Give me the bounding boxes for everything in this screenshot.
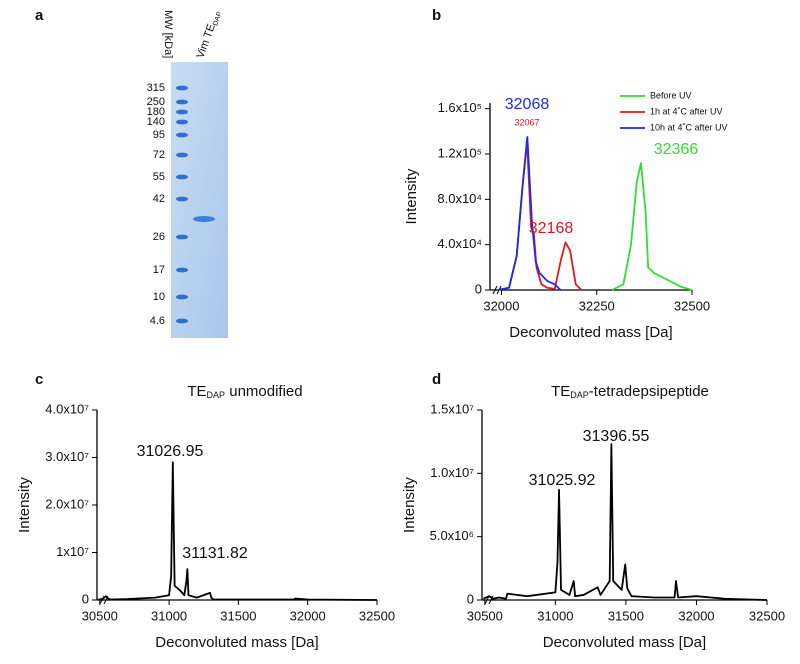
panel-letter: d bbox=[432, 371, 441, 388]
ladder-band bbox=[176, 152, 188, 158]
x-tick-label: 30500 bbox=[467, 608, 503, 623]
sample-header: Vim TEDAP bbox=[194, 9, 223, 61]
x-tick-label: 32000 bbox=[678, 608, 714, 623]
y-tick-label: 8.0x10⁴ bbox=[437, 191, 482, 206]
peak-label: 32366 bbox=[654, 141, 699, 158]
panel-letter: c bbox=[35, 371, 43, 388]
mw-label: 4.6 bbox=[150, 315, 165, 327]
x-tick-label: 32250 bbox=[579, 298, 615, 313]
panel-letter: a bbox=[35, 7, 44, 24]
mw-label: 17 bbox=[153, 264, 165, 276]
x-tick-label: 31500 bbox=[220, 608, 256, 623]
legend-label: 10h at 4˚C after UV bbox=[650, 122, 728, 132]
y-tick-label: 1x10⁷ bbox=[56, 544, 89, 559]
x-tick-label: 32500 bbox=[674, 298, 710, 313]
ladder-band bbox=[176, 119, 188, 125]
mw-label: 72 bbox=[153, 149, 165, 161]
mw-label: 42 bbox=[153, 193, 165, 205]
title-rest: unmodified bbox=[225, 383, 303, 400]
mw-label: 140 bbox=[147, 116, 165, 128]
ladder-band bbox=[176, 234, 188, 240]
peak-label: 31396.55 bbox=[583, 428, 650, 445]
axis-break bbox=[492, 285, 498, 295]
x-tick-label: 30500 bbox=[82, 608, 118, 623]
chart-title: TEDAP-tetradepsipeptide bbox=[551, 383, 709, 400]
title-rest: -tetradepsipeptide bbox=[589, 383, 709, 400]
ladder-band bbox=[176, 294, 188, 300]
x-tick-label: 31500 bbox=[608, 608, 644, 623]
mw-label: 250 bbox=[147, 96, 165, 108]
sample-header-main: Vim TE bbox=[194, 22, 217, 60]
y-tick-label: 5.0x10⁶ bbox=[430, 528, 474, 543]
peak-label: 32168 bbox=[529, 220, 574, 237]
series-line bbox=[497, 139, 583, 291]
y-axis-title: Intensity bbox=[403, 168, 420, 224]
mw-label: 315 bbox=[147, 82, 165, 94]
sample-header-sub: DAP bbox=[212, 11, 224, 27]
mw-label: 95 bbox=[153, 129, 165, 141]
title-main: TE bbox=[187, 383, 206, 400]
mw-label: 10 bbox=[153, 291, 165, 303]
sample-band bbox=[193, 216, 215, 222]
title-sub: DAP bbox=[207, 390, 226, 400]
x-axis-title: Deconvoluted mass [Da] bbox=[155, 634, 318, 651]
y-axis-title: Intensity bbox=[16, 477, 33, 533]
series-line bbox=[98, 461, 378, 601]
legend-label: Before UV bbox=[650, 90, 692, 100]
ladder-band bbox=[176, 174, 188, 180]
peak-label: 32068 bbox=[505, 96, 550, 113]
peak-label: 32067 bbox=[514, 117, 539, 127]
x-axis-title: Deconvoluted mass [Da] bbox=[509, 324, 672, 341]
y-axis-title: Intensity bbox=[401, 477, 418, 533]
series-line bbox=[497, 136, 562, 291]
y-tick-label: 3.0x10⁷ bbox=[45, 449, 89, 464]
y-tick-label: 0 bbox=[475, 281, 482, 296]
x-tick-label: 32000 bbox=[483, 298, 519, 313]
y-tick-label: 1.2x10⁵ bbox=[438, 145, 482, 160]
x-tick-label: 32500 bbox=[749, 608, 785, 623]
title-sub: DAP bbox=[570, 390, 589, 400]
y-tick-label: 2.0x10⁷ bbox=[45, 496, 89, 511]
mw-label: 55 bbox=[153, 171, 165, 183]
panel-letter: b bbox=[432, 7, 441, 24]
title-main: TE bbox=[551, 383, 570, 400]
chart-title: TEDAP unmodified bbox=[187, 383, 302, 400]
peak-label: 31026.95 bbox=[137, 443, 204, 460]
x-tick-label: 32000 bbox=[290, 608, 326, 623]
x-tick-label: 32500 bbox=[359, 608, 395, 623]
peak-label: 31131.82 bbox=[182, 545, 248, 562]
mw-label: 180 bbox=[147, 106, 165, 118]
ladder-band bbox=[176, 267, 188, 273]
y-tick-label: 1.0x10⁷ bbox=[430, 465, 474, 480]
y-tick-label: 1.6x10⁵ bbox=[438, 100, 482, 115]
ladder-band bbox=[176, 99, 188, 105]
series-line bbox=[611, 162, 693, 291]
y-tick-label: 4.0x10⁷ bbox=[45, 401, 89, 416]
series-line bbox=[483, 443, 768, 601]
y-tick-label: 0 bbox=[82, 591, 89, 606]
legend-label: 1h at 4˚C after UV bbox=[650, 106, 723, 116]
mw-header: MW [kDa] bbox=[162, 10, 174, 58]
mw-label: 26 bbox=[153, 231, 165, 243]
x-axis-title: Deconvoluted mass [Da] bbox=[543, 634, 706, 651]
y-tick-label: 0 bbox=[467, 591, 474, 606]
ladder-band bbox=[176, 196, 188, 202]
x-tick-label: 31000 bbox=[151, 608, 187, 623]
y-tick-label: 4.0x10⁴ bbox=[437, 236, 482, 251]
ladder-band bbox=[176, 85, 188, 91]
x-tick-label: 31000 bbox=[537, 608, 573, 623]
peak-label: 31025.92 bbox=[529, 472, 596, 489]
ladder-band bbox=[176, 132, 188, 138]
ladder-band bbox=[176, 318, 188, 324]
ladder-band bbox=[176, 109, 188, 115]
y-tick-label: 1.5x10⁷ bbox=[430, 401, 474, 416]
